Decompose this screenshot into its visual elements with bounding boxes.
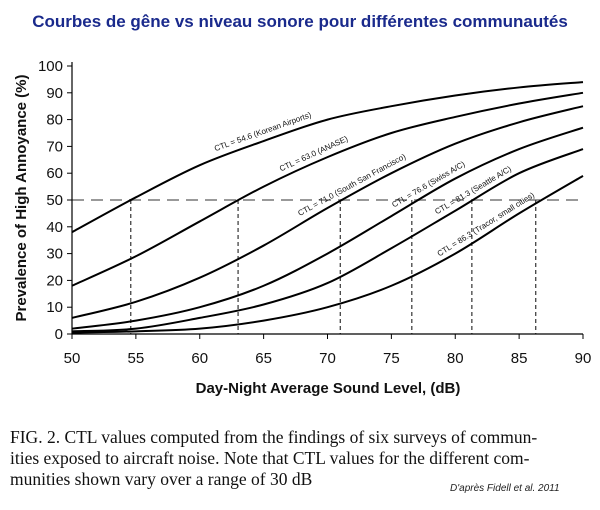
caption-line: munities shown vary over a range of 30 d…: [10, 469, 313, 489]
x-axis-label: Day-Night Average Sound Level, (dB): [196, 380, 461, 397]
series-line: [71, 148, 584, 333]
y-tick-label: 60: [46, 165, 63, 182]
x-tick-label: 75: [383, 350, 400, 367]
y-tick-label: 40: [46, 219, 63, 236]
y-tick-label: 70: [46, 138, 63, 155]
y-tick-label: 80: [46, 112, 63, 129]
series-label: CTL = 63.0 (ANASE): [278, 134, 349, 173]
series-label: CTL = 71.0 (South San Francisco): [296, 152, 407, 218]
y-tick-label: 50: [46, 192, 63, 209]
annoyance-chart: 0 10 20 30 40 50 60 70 80 90 100 50 55 60 65 70 75 80 85 90…: [13, 58, 591, 397]
caption-line: ities exposed to aircraft noise. Note th…: [10, 448, 530, 468]
series-line: [71, 91, 584, 287]
curves-layer: [71, 81, 584, 334]
ctl-drop-lines: [130, 200, 537, 334]
y-tick-label: 100: [38, 58, 63, 75]
x-tick-label: 80: [447, 350, 464, 367]
series-line: [71, 175, 584, 334]
y-tick-label: 30: [46, 246, 63, 263]
series-label: CTL = 54.6 (Korean Airports): [213, 110, 313, 153]
series-line: [71, 81, 584, 234]
x-tick-label: 90: [575, 350, 592, 367]
series-line: [71, 126, 584, 330]
series-line: [71, 105, 584, 319]
y-tick-label: 10: [46, 299, 63, 316]
page-title: Courbes de gêne vs niveau sonore pour di…: [32, 12, 568, 31]
source-note: D'après Fidell et al. 2011: [450, 483, 560, 494]
y-tick-label: 0: [55, 326, 63, 343]
x-tick-label: 85: [511, 350, 528, 367]
x-tick-label: 50: [64, 350, 81, 367]
x-tick-label: 60: [191, 350, 208, 367]
y-tick-label: 90: [46, 85, 63, 102]
axes-layer: 0 10 20 30 40 50 60 70 80 90 100 50 55 60 65 70 75 80 85 90: [38, 58, 591, 367]
caption-line: FIG. 2. CTL values computed from the fin…: [10, 427, 538, 447]
y-axis-label: Prevalence of High Annoyance (%): [13, 74, 30, 321]
figure-caption: FIG. 2. CTL values computed from the fin…: [10, 427, 600, 490]
x-tick-label: 55: [128, 350, 145, 367]
y-tick-label: 20: [46, 272, 63, 289]
x-tick-label: 70: [319, 350, 336, 367]
x-tick-label: 65: [255, 350, 272, 367]
